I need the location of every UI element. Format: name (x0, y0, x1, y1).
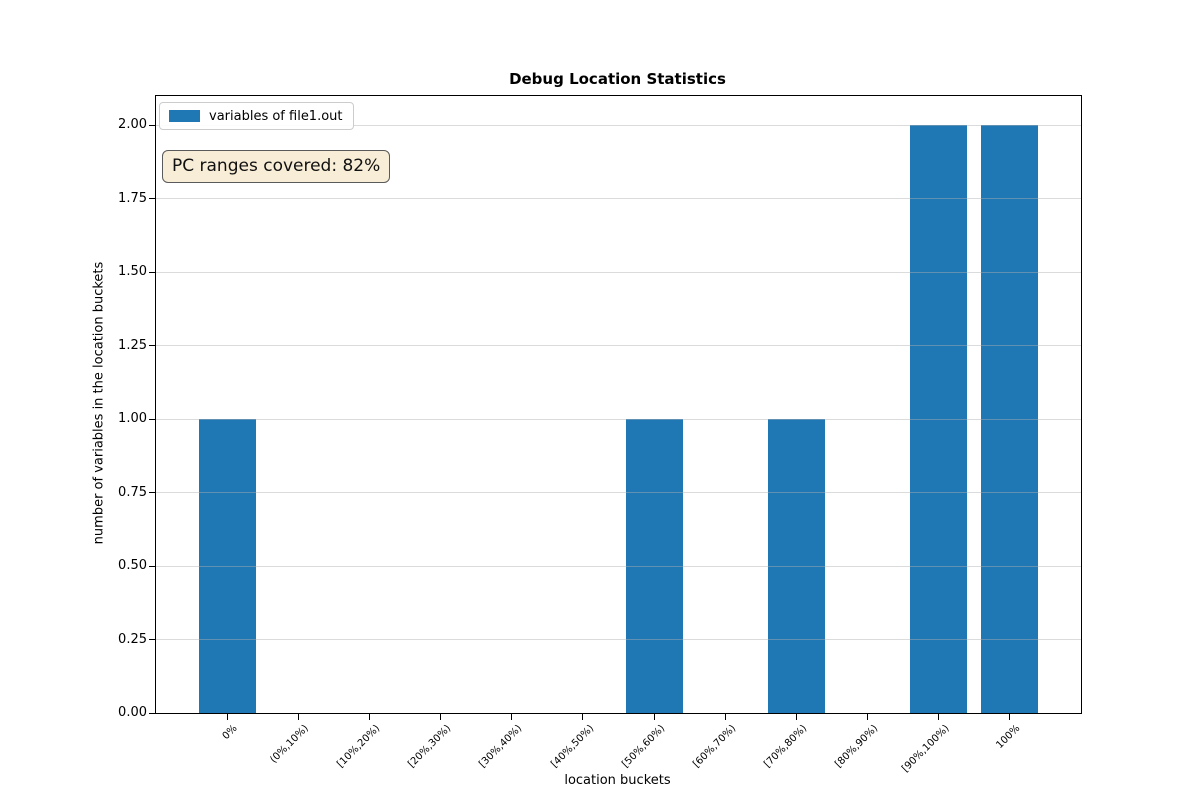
y-axis-label: number of variables in the location buck… (91, 261, 107, 545)
y-tick-label: 2.00 (118, 117, 147, 133)
bar (625, 419, 683, 713)
x-tick-label: [70%,80%) (762, 723, 810, 770)
x-axis-label: location buckets (564, 773, 671, 788)
x-tick (226, 714, 228, 720)
y-tick-label: 0.75 (118, 484, 147, 500)
x-tick (795, 714, 797, 720)
plot-area: variables of file1.out PC ranges covered… (118, 95, 1082, 774)
legend-label: variables of file1.out (209, 108, 343, 124)
x-tick (938, 714, 940, 720)
legend: variables of file1.out (159, 102, 354, 130)
x-tick (653, 714, 655, 720)
y-tick-label: 0.00 (118, 705, 147, 720)
x-tick-label: 100% (994, 723, 1023, 751)
y-tick (149, 418, 155, 420)
annotation-box: PC ranges covered: 82% (162, 150, 391, 183)
x-tick (582, 714, 584, 720)
y-tick (149, 492, 155, 494)
y-tick (149, 639, 155, 641)
y-tick-label: 0.50 (118, 558, 147, 574)
y-tick-label: 1.50 (118, 264, 147, 280)
x-tick-label: [60%,70%) (691, 723, 739, 770)
y-tick (149, 124, 155, 126)
x-tick (440, 714, 442, 720)
x-tick-label: [90%,100%) (900, 723, 952, 775)
x-tick-label: [50%,60%) (619, 723, 667, 770)
bar (910, 125, 968, 713)
y-tick (149, 565, 155, 567)
x-tick-label: [20%,30%) (406, 723, 454, 770)
y-tick-label: 1.25 (118, 337, 147, 353)
x-tick-label: [80%,90%) (833, 723, 881, 770)
x-tick-label: [40%,50%) (548, 723, 596, 770)
x-tick-label: [30%,40%) (477, 723, 525, 770)
y-tick (149, 198, 155, 200)
y-tick-label: 0.25 (118, 631, 147, 647)
x-tick (368, 714, 370, 720)
x-tick (297, 714, 299, 720)
x-tick (511, 714, 513, 720)
y-tick-label: 1.75 (118, 190, 147, 206)
y-tick (149, 345, 155, 347)
y-tick-label: 1.00 (118, 411, 147, 427)
x-tick (867, 714, 869, 720)
bar (767, 419, 825, 713)
x-tick (1009, 714, 1011, 720)
y-tick (149, 712, 155, 714)
chart-title: Debug Location Statistics (509, 70, 726, 88)
bar (981, 125, 1039, 713)
bar (198, 419, 256, 713)
x-tick-label: 0% (220, 723, 240, 743)
x-tick-label: [10%,20%) (335, 723, 383, 770)
y-tick (149, 271, 155, 273)
x-tick-label: (0%,10%) (268, 723, 312, 766)
x-tick (724, 714, 726, 720)
legend-swatch (169, 110, 200, 122)
